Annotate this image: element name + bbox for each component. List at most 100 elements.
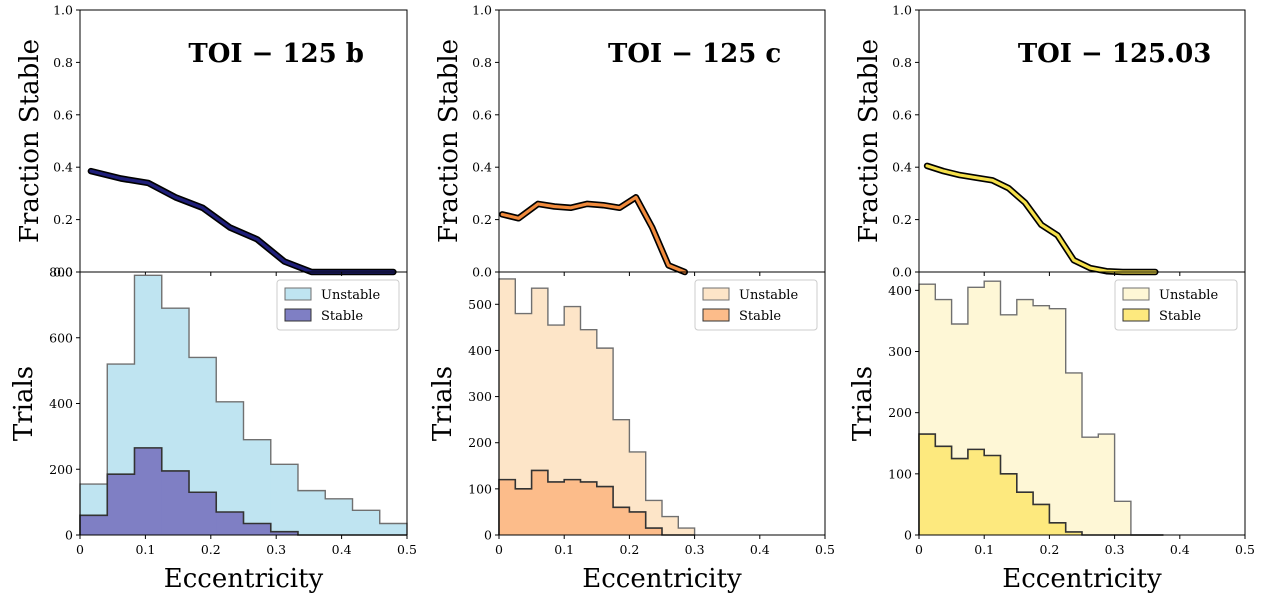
y-tick-label: 0.4: [892, 160, 912, 175]
histogram-bar: [1033, 305, 1050, 535]
y-axis-label: Trials: [428, 366, 458, 441]
histogram-bar: [531, 470, 549, 535]
y-tick-label: 0: [65, 528, 73, 543]
y-tick-label: 0.8: [53, 55, 73, 70]
x-axis-label: Eccentricity: [164, 564, 324, 594]
legend-swatch: [1122, 287, 1150, 301]
legend-label: Stable: [739, 309, 781, 324]
legend: Unstable Stable: [694, 279, 818, 331]
histogram-bar: [1049, 522, 1067, 535]
x-tick-label: 0: [76, 542, 84, 557]
histogram-bar: [270, 531, 299, 535]
x-tick-label: 0.4: [1170, 542, 1190, 557]
legend-swatch: [284, 308, 312, 322]
histogram-outline: [79, 274, 408, 535]
axes-frame: [498, 271, 826, 536]
x-tick-label: 0.5: [397, 542, 417, 557]
histogram-outline: [498, 278, 696, 535]
x-tick-label: 0.2: [1039, 542, 1059, 557]
histogram-bar: [515, 488, 532, 535]
histogram-bar: [1114, 501, 1132, 535]
histogram-bar: [243, 439, 272, 535]
fraction-stable-plot: 0.0 0.2 0.4 0.6 0.8 1.0 TOI − 125 b Fraction St…: [15, 3, 408, 280]
x-tick-label: 0.3: [685, 542, 705, 557]
histogram-bar: [919, 434, 936, 535]
y-axis-label: Fraction Stable: [15, 39, 45, 243]
series-line: [500, 195, 687, 274]
histogram-bar: [107, 474, 135, 535]
histogram-bar: [1065, 372, 1083, 535]
legend-label: Stable: [321, 309, 363, 324]
histogram-bar: [613, 419, 630, 535]
legend-swatch: [702, 308, 730, 322]
histogram-bar: [984, 455, 1001, 535]
series-stable: [498, 469, 695, 536]
histogram-bar: [662, 516, 679, 535]
y-tick-label: 1.0: [53, 3, 73, 18]
histogram-bar: [80, 515, 108, 535]
y-tick-label: 800: [49, 265, 73, 280]
histogram-bar: [580, 481, 598, 535]
panel-title: TOI − 125 c: [608, 39, 781, 69]
histogram-bar: [645, 528, 663, 535]
x-tick-label: 0.2: [619, 542, 639, 557]
y-tick-label: 0.4: [53, 160, 73, 175]
y-axis-label: Fraction Stable: [434, 39, 464, 243]
y-tick-label: 0.4: [472, 160, 492, 175]
histogram-bar: [189, 492, 217, 535]
panel-1: 0.0 0.2 0.4 0.6 0.8 1.0 TOI − 125 b Fraction St…: [9, 3, 417, 595]
y-tick-label: 0.0: [472, 265, 492, 280]
legend-label: Stable: [1159, 309, 1201, 324]
histogram-bar: [564, 479, 581, 535]
y-tick-label: 100: [888, 466, 912, 481]
x-tick-label: 0.3: [1105, 542, 1125, 557]
x-tick-label: 0.2: [201, 542, 221, 557]
histogram-bar: [216, 511, 244, 535]
histogram-bar: [1000, 473, 1018, 535]
x-tick-label: 0: [915, 542, 923, 557]
series-line: [89, 169, 395, 274]
y-tick-label: 0.2: [472, 212, 492, 227]
histogram-bar: [161, 470, 190, 535]
fraction-stable-plot: 0.0 0.2 0.4 0.6 0.8 1.0 TOI − 125.03 Fraction S…: [854, 3, 1246, 280]
x-tick-label: 0.3: [266, 542, 286, 557]
histogram-bar: [564, 306, 581, 535]
series-stable: [79, 447, 407, 536]
x-tick-label: 0.5: [1235, 542, 1255, 557]
legend: Unstable Stable: [276, 279, 400, 331]
panel-3: 0.0 0.2 0.4 0.6 0.8 1.0 TOI − 125.03 Fraction S…: [848, 3, 1255, 595]
histogram-bar: [243, 523, 272, 535]
axes-frame: [918, 271, 1246, 536]
histogram-bar: [645, 500, 663, 535]
legend-swatch: [284, 287, 312, 301]
histogram-bar: [547, 481, 565, 535]
x-tick-label: 0.1: [135, 542, 155, 557]
trials-histogram: 0 100 200 300 400 0 0.1 0.2 0.3 0.4 0.5 Eccentricit…: [848, 271, 1255, 594]
histogram-bar: [515, 313, 532, 535]
histogram-bar: [1049, 308, 1067, 535]
y-tick-label: 1.0: [472, 3, 492, 18]
histogram-bar: [967, 449, 985, 535]
histogram-bar: [1098, 434, 1115, 535]
y-tick-label: 500: [468, 297, 492, 312]
legend-label: Unstable: [739, 288, 798, 303]
y-tick-label: 400: [49, 396, 73, 411]
histogram-bar: [678, 528, 695, 535]
y-tick-label: 0.0: [892, 265, 912, 280]
y-tick-label: 300: [468, 389, 492, 404]
y-tick-label: 0.6: [472, 107, 492, 122]
panel-title: TOI − 125 b: [188, 39, 364, 69]
y-tick-label: 0.2: [892, 212, 912, 227]
histogram-bar: [499, 479, 516, 535]
y-axis-label: Trials: [848, 366, 878, 441]
histogram-bar: [613, 507, 630, 535]
panel-title: TOI − 125.03: [1018, 39, 1212, 69]
legend-swatch: [1122, 308, 1150, 322]
fraction-stable-plot: 0.0 0.2 0.4 0.6 0.8 1.0 TOI − 125 c Fraction St…: [434, 3, 826, 280]
histogram-bar: [1016, 492, 1034, 535]
y-tick-label: 200: [468, 435, 492, 450]
legend-swatch: [702, 287, 730, 301]
histogram-bar: [951, 458, 969, 535]
trials-histogram: 0 100 200 300 400 500 0 0.1 0.2 0.3 0.4 0.5 Eccentri…: [428, 271, 835, 594]
